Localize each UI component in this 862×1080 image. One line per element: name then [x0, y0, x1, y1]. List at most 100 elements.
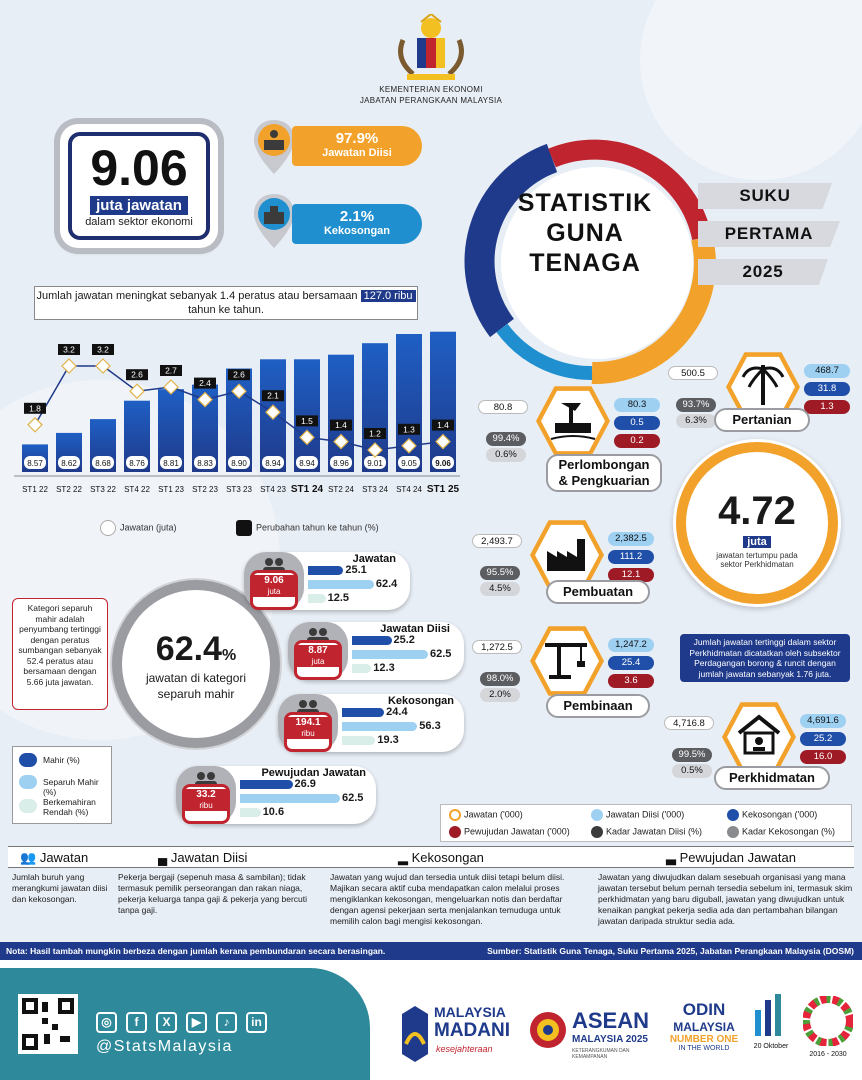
- tiktok-icon[interactable]: ♪: [216, 1012, 237, 1033]
- sector-kadar-diisi: 93.7%: [676, 398, 716, 412]
- yoy-note-before: Jumlah jawatan meningkat sebanyak 1.4 pe…: [36, 290, 361, 302]
- skill-card-badge-unit: ribu: [287, 729, 329, 739]
- bar-low-skilled: [342, 736, 376, 745]
- social-band: ◎ f X ▶ ♪ in @StatsMalaysia: [0, 968, 370, 1080]
- value-semi-skilled: 62.4: [375, 578, 398, 590]
- bar-skilled: [342, 708, 385, 717]
- legend-line-label: Perubahan tahun ke tahun (%): [256, 522, 379, 533]
- chart-legend-line: Perubahan tahun ke tahun (%): [236, 520, 379, 536]
- bar-value-pill: [92, 456, 114, 469]
- perkhidmatan-icon: [737, 714, 781, 755]
- bar-value-label: 8.68: [95, 459, 111, 468]
- bar-value-label: 8.76: [129, 459, 145, 468]
- asean-line-1: ASEAN: [572, 1008, 650, 1033]
- yoy-label-box: [92, 344, 114, 355]
- yoy-note: Jumlah jawatan meningkat sebanyak 1.4 pe…: [34, 286, 418, 320]
- vacancy-pin-icon: [254, 194, 294, 248]
- legend-skilled-label: Mahir (%): [43, 755, 80, 765]
- sdg-years: 2016 - 2030: [809, 1051, 847, 1058]
- quarter-year: 2025: [698, 259, 828, 285]
- bar-value-label: 9.05: [401, 459, 417, 468]
- yoy-label: 1.2: [369, 429, 381, 439]
- footnote-right: Sumber: Statistik Guna Tenaga, Suku Pert…: [487, 946, 854, 956]
- youtube-icon[interactable]: ▶: [186, 1012, 207, 1033]
- legend-bar-swatch: [100, 520, 116, 536]
- sector-pewujudan: 0.2: [614, 434, 660, 448]
- footnote-bar: Nota: Hasil tambah mungkin berbeza denga…: [0, 942, 862, 960]
- leg-jawatan: Jawatan ('000): [464, 809, 523, 820]
- yoy-label-box: [398, 423, 420, 435]
- skill-card-badge: 33.2 ribu: [182, 784, 230, 824]
- skill-card-title: Jawatan Diisi: [380, 623, 450, 635]
- madani-line-1: MALAYSIA: [434, 1004, 506, 1020]
- bar-value-pill: [58, 456, 80, 469]
- semi-skilled-unit: %: [221, 647, 237, 664]
- x-tick-label: ST2 24: [328, 485, 354, 494]
- sector-name-line-2: & Pengkuarian: [558, 473, 650, 488]
- yoy-label: 2.1: [267, 391, 279, 401]
- legend-semi-skilled-label: Separuh Mahir (%): [43, 777, 99, 797]
- yoy-point: [367, 442, 383, 458]
- x-tick-label: ST3 24: [362, 485, 388, 494]
- linkedin-icon[interactable]: in: [246, 1012, 267, 1033]
- bar-value-label: 8.90: [231, 459, 247, 468]
- odin-line-2: MALAYSIA: [673, 1020, 735, 1034]
- yoy-label-box: [228, 369, 250, 381]
- sector-pewujudan: 3.6: [608, 674, 654, 688]
- def-jawatan-title: Jawatan: [39, 850, 89, 865]
- madani-line-3: kesejahteraan: [436, 1044, 493, 1054]
- bar-value-pill: [296, 456, 318, 469]
- yoy-point: [163, 379, 179, 395]
- def-jawatan-text: Jumlah buruh yang merangkumi jawatan dii…: [12, 872, 108, 904]
- services-note: Jumlah jawatan tertinggi dalam sektor Pe…: [680, 634, 850, 682]
- instagram-icon[interactable]: ◎: [96, 1012, 117, 1033]
- asean-line-3: KETERANGKUMAN DAN KEMAMPANAN: [572, 1048, 630, 1060]
- chart-legend-bar: Jawatan (juta): [100, 520, 177, 536]
- sector-name: Pembinaan: [546, 694, 650, 718]
- qr-code-icon[interactable]: [18, 994, 78, 1054]
- social-handle[interactable]: @StatsMalaysia: [96, 1038, 233, 1055]
- value-skilled: 25.1: [345, 564, 367, 576]
- bar-value-label: 8.83: [197, 459, 213, 468]
- skill-card-title: Pewujudan Jawatan: [261, 767, 366, 779]
- sector-jawatan: 500.5: [668, 366, 718, 380]
- bar-value-label: 8.94: [265, 459, 281, 468]
- leg-diisi-swatch: [591, 809, 603, 821]
- facebook-icon[interactable]: f: [126, 1012, 147, 1033]
- leg-pewujudan: Pewujudan Jawatan ('000): [464, 826, 570, 837]
- sector-name: Pertanian: [714, 408, 810, 432]
- bar-low-skilled: [240, 808, 261, 817]
- value-skilled: 26.9: [294, 778, 316, 790]
- sector-legend: Jawatan ('000) Jawatan Diisi ('000) Keko…: [440, 804, 852, 842]
- bar-st2-24: [328, 354, 354, 472]
- odin-line-4: IN THE WORLD: [678, 1045, 730, 1052]
- sector-diisi: 80.3: [614, 398, 660, 412]
- skill-card: 194.1 ribu Kekosongan 24.4 56.3 19.3: [278, 694, 464, 752]
- leg-kadar-diisi: Kadar Jawatan Diisi (%): [606, 826, 703, 837]
- sector-kadar-diisi: 95.5%: [480, 566, 520, 580]
- def-pewujudan-title: Pewujudan Jawatan: [679, 850, 796, 865]
- sector-kosong: 31.8: [804, 382, 850, 396]
- value-low-skilled: 12.5: [327, 592, 350, 604]
- bar-value-pill: [398, 456, 420, 469]
- bar-semi-skilled: [308, 580, 374, 589]
- skill-card-badge: 194.1 ribu: [284, 712, 332, 752]
- bar-semi-skilled: [342, 722, 418, 731]
- yoy-point: [95, 358, 111, 374]
- skill-card: 33.2 ribu Pewujudan Jawatan 26.9 62.5 10…: [176, 766, 376, 824]
- yoy-point: [27, 416, 43, 433]
- pembinaan-icon: [545, 643, 587, 679]
- sector-diisi: 468.7: [804, 364, 850, 378]
- sector-pewujudan: 12.1: [608, 568, 654, 582]
- bar-st1-25: [430, 331, 456, 472]
- empty-desk-icon: ▂: [398, 850, 408, 865]
- total-jobs-subtitle: dalam sektor ekonomi: [85, 216, 193, 228]
- skill-card-badge-unit: juta: [253, 587, 295, 597]
- yoy-note-highlight: 127.0 ribu: [360, 290, 416, 302]
- x-icon[interactable]: X: [156, 1012, 177, 1033]
- value-low-skilled: 19.3: [377, 734, 399, 746]
- sector-kosong: 25.2: [800, 732, 846, 746]
- ministry-header: KEMENTERIAN EKONOMI JABATAN PERANGKAAN M…: [300, 84, 562, 106]
- bar-semi-skilled: [352, 650, 428, 659]
- skill-card-badge-value: 9.06: [253, 575, 295, 587]
